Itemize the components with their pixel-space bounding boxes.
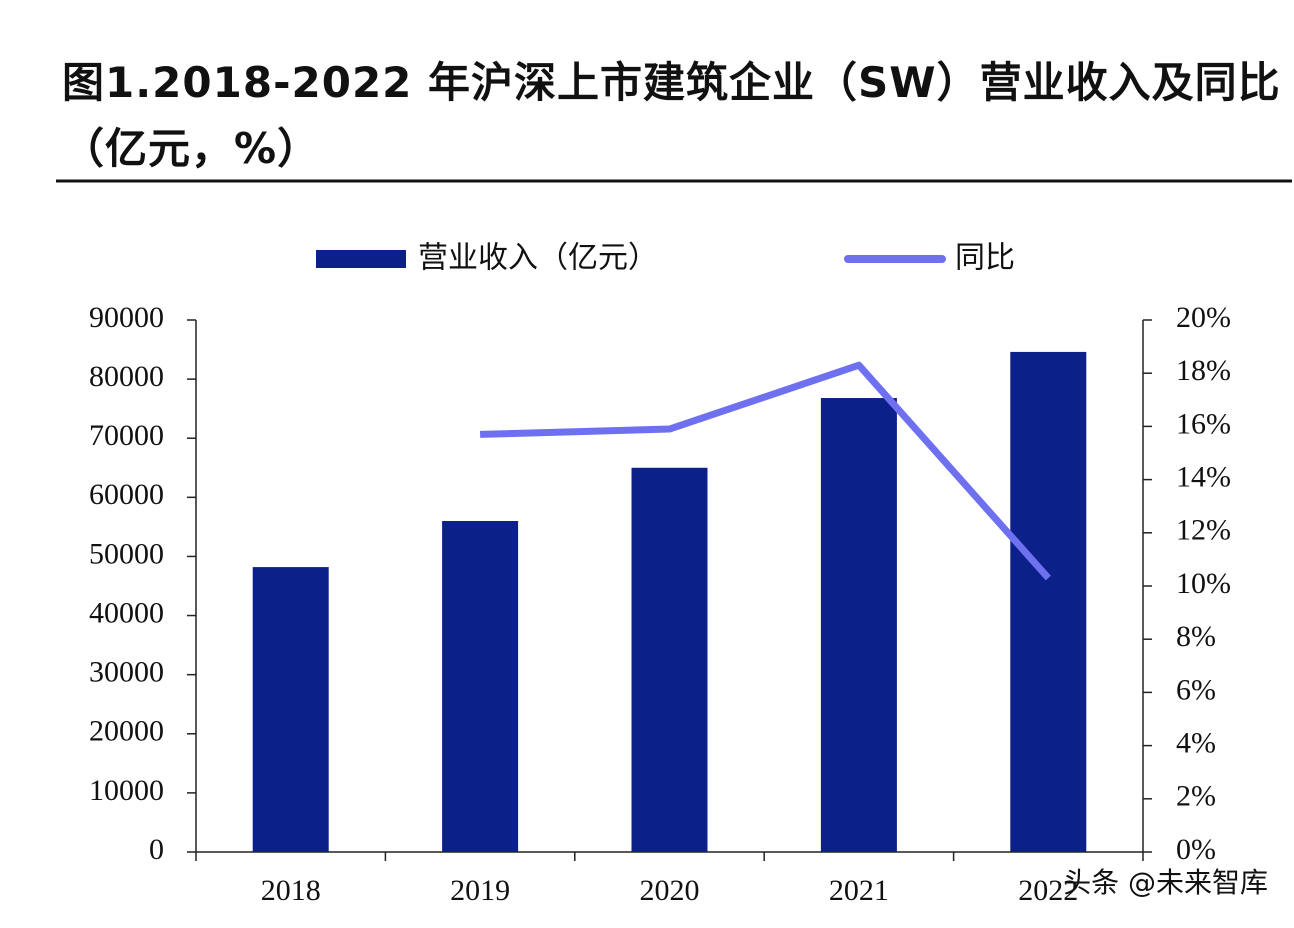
legend-label: 同比 — [955, 241, 1015, 276]
bar — [820, 398, 897, 852]
y-tick-label: 0 — [149, 833, 164, 866]
chart-title: 图1.2018-2022 年沪深上市建筑企业（SW）营业收入及同比（亿元，%） — [62, 58, 1281, 173]
y-tick-label: 50000 — [89, 537, 164, 570]
y-tick-label: 20000 — [89, 715, 164, 748]
y2-tick-label: 2% — [1176, 780, 1216, 813]
y-tick-label: 40000 — [89, 596, 164, 629]
y-tick-label: 60000 — [89, 478, 164, 511]
x-tick-label: 2018 — [261, 874, 321, 907]
y-tick-label: 30000 — [89, 656, 164, 689]
line — [480, 361, 1051, 581]
y-tick-label: 10000 — [89, 774, 164, 807]
y2-tick-label: 8% — [1176, 620, 1216, 653]
y2-tick-label: 0% — [1176, 833, 1216, 866]
y-tick-label: 70000 — [89, 419, 164, 452]
x-tick-label: 2022 — [1018, 874, 1078, 907]
y-tick-label: 80000 — [89, 360, 164, 393]
y2-tick-label: 10% — [1176, 567, 1231, 600]
bar — [442, 520, 519, 852]
x-tick-label: 2020 — [640, 874, 700, 907]
y-tick-label: 90000 — [89, 301, 164, 334]
y2-tick-label: 6% — [1176, 673, 1216, 706]
bar — [252, 567, 329, 852]
bar — [631, 467, 708, 852]
x-tick-label: 2021 — [829, 874, 889, 907]
y2-tick-label: 4% — [1176, 726, 1216, 759]
y2-tick-label: 20% — [1176, 301, 1231, 334]
legend-swatch — [316, 250, 406, 268]
y2-tick-label: 18% — [1176, 354, 1231, 387]
legend-label: 营业收入（亿元） — [418, 241, 658, 276]
y2-tick-label: 14% — [1176, 460, 1231, 493]
bar — [1010, 351, 1087, 852]
y2-tick-label: 12% — [1176, 514, 1231, 547]
watermark: 头条 @未来智库 — [1063, 866, 1268, 899]
x-tick-label: 2019 — [450, 874, 510, 907]
y2-tick-label: 16% — [1176, 407, 1231, 440]
